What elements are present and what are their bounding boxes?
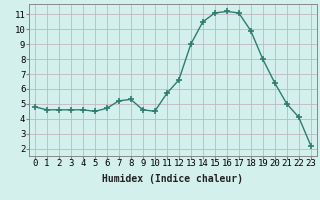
X-axis label: Humidex (Indice chaleur): Humidex (Indice chaleur) — [102, 174, 243, 184]
